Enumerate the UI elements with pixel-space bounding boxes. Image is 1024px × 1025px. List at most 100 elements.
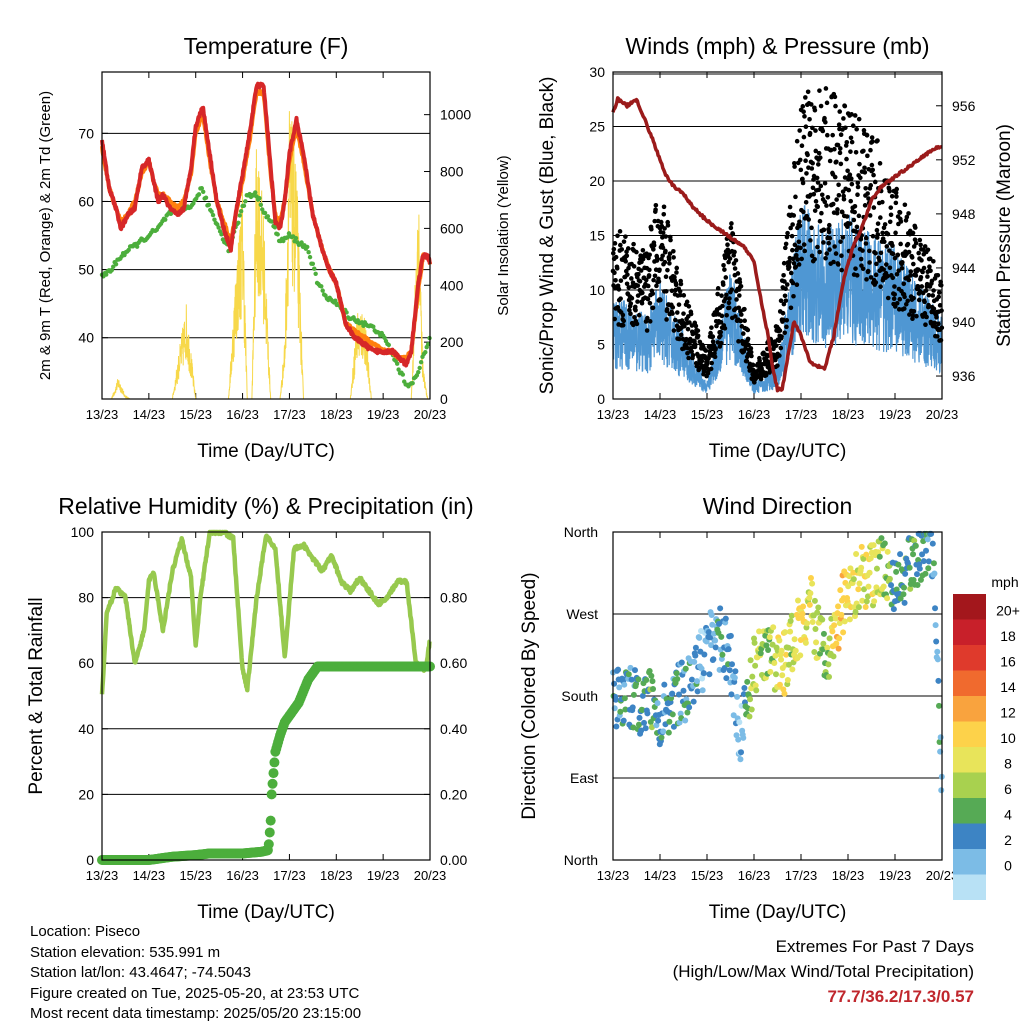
x-tick-label: 15/23 [179, 868, 212, 883]
direction-point [782, 629, 789, 636]
gust-point [821, 227, 827, 233]
gust-point [936, 321, 941, 327]
gust-point [805, 89, 811, 95]
gust-point [909, 255, 915, 260]
gust-point [815, 180, 821, 185]
plot-frame [101, 531, 431, 861]
gust-point [617, 229, 623, 234]
direction-point [741, 684, 748, 691]
gust-point [894, 194, 899, 199]
dewpoint-point [168, 211, 174, 217]
gust-point [689, 349, 694, 354]
direction-point [819, 616, 826, 623]
y-tick-label: 60 [78, 193, 94, 209]
gust-point [782, 293, 788, 299]
precip-point [263, 839, 274, 850]
direction-point [846, 573, 853, 580]
direction-point [692, 644, 699, 651]
direction-point [893, 586, 900, 593]
gust-point [628, 301, 634, 306]
dewpoint-point [216, 225, 221, 230]
gust-point [817, 218, 823, 224]
direction-point [781, 690, 788, 697]
gust-point [794, 138, 800, 144]
gust-point [857, 161, 862, 167]
direction-point [884, 595, 891, 602]
gust-point [849, 181, 855, 187]
direction-point [838, 611, 845, 618]
gust-point [824, 100, 830, 106]
created-text: Figure created on Tue, 2025-05-20, at 23… [30, 984, 360, 1002]
direction-point [765, 647, 772, 654]
gust-point [812, 256, 817, 262]
dewpoint-point [206, 202, 212, 208]
gust-point [818, 183, 824, 189]
gust-point [810, 160, 815, 166]
gust-point [733, 314, 738, 319]
direction-point [847, 565, 854, 572]
gust-point [871, 205, 877, 210]
gust-point [623, 259, 628, 264]
x-tick-label: 18/23 [320, 868, 353, 883]
gust-point [618, 296, 623, 301]
dewpoint-point [236, 220, 241, 226]
y-tick-label: 50 [78, 262, 94, 278]
gust-point [626, 285, 632, 290]
gust-point [664, 317, 669, 322]
gust-point [854, 224, 860, 230]
direction-point [710, 630, 717, 637]
gust-point [923, 288, 929, 293]
direction-point [708, 612, 715, 619]
gust-point [850, 123, 856, 129]
direction-point [628, 676, 635, 683]
gust-point [819, 210, 824, 216]
direction-point [824, 644, 831, 651]
gust-point [800, 104, 806, 109]
direction-point [860, 555, 867, 562]
gust-point [910, 230, 916, 236]
gust-point [916, 250, 921, 256]
gust-point [895, 252, 901, 258]
x-tick-label: 20/23 [414, 407, 447, 422]
gust-point [670, 311, 675, 316]
gust-point [911, 308, 917, 314]
2m-temperature-line [100, 81, 432, 368]
direction-point [907, 585, 914, 592]
direction-point [751, 639, 758, 646]
dewpoint-point [199, 186, 205, 191]
gust-point [873, 280, 879, 285]
gust-point [636, 312, 642, 318]
direction-point [935, 677, 942, 684]
direction-point [860, 586, 867, 593]
gust-point [749, 353, 754, 359]
gust-point [822, 115, 827, 121]
x-tick-label: 14/23 [644, 407, 677, 422]
gust-point [681, 293, 687, 298]
gust-point [893, 230, 898, 236]
gust-point [677, 288, 683, 294]
gust-point [865, 153, 870, 159]
y-tick-label: 70 [78, 125, 94, 141]
gust-point [888, 205, 894, 210]
dewpoint-point [210, 212, 216, 218]
direction-point [875, 549, 882, 556]
y-tick-label: North [564, 852, 598, 868]
gust-point [660, 253, 665, 259]
gust-point [713, 346, 718, 351]
gust-point [718, 333, 723, 339]
x-tick-label: 13/23 [86, 407, 119, 422]
gust-point [908, 273, 913, 278]
direction-point [878, 535, 885, 542]
gust-point [905, 298, 910, 304]
gust-point [623, 234, 628, 239]
y2-tick-label: 400 [440, 277, 464, 293]
gust-point [813, 199, 819, 204]
gust-point [720, 303, 725, 309]
dewpoint-point [219, 232, 224, 237]
precip-point [269, 757, 280, 768]
gust-point [652, 273, 658, 279]
direction-point [922, 570, 929, 577]
gust-point [865, 268, 871, 274]
dewpoint-point [262, 210, 268, 216]
gust-point [640, 290, 645, 296]
